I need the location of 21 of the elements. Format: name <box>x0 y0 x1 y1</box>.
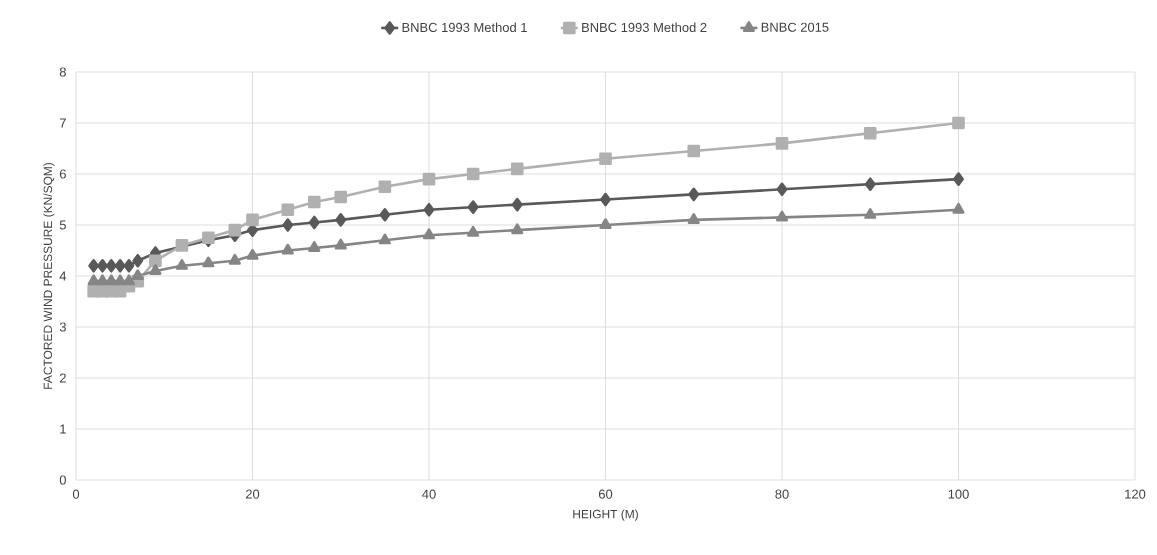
y-tick-label: 4 <box>59 271 67 281</box>
y-tick-label: 6 <box>59 169 66 179</box>
legend-label: BNBC 1993 Method 1 <box>402 22 527 33</box>
x-tick-label: 40 <box>422 489 436 499</box>
x-tick-label: 100 <box>948 489 969 499</box>
legend-label: BNBC 1993 Method 2 <box>582 22 707 33</box>
y-tick-label: 1 <box>60 424 66 434</box>
y-tick-label: 7 <box>59 118 66 128</box>
x-tick-label: 80 <box>775 489 789 499</box>
x-tick-label: 20 <box>245 489 260 499</box>
x-tick-label: 0 <box>72 489 80 499</box>
x-axis-title: HEIGHT (M) <box>573 509 638 521</box>
x-tick-label: 60 <box>598 489 613 499</box>
y-tick-label: 2 <box>59 373 66 383</box>
x-tick-label: 120 <box>1125 489 1146 499</box>
y-tick-label: 0 <box>59 475 66 485</box>
y-tick-label: 5 <box>59 220 66 230</box>
y-tick-label: 3 <box>59 322 66 332</box>
y-tick-label: 8 <box>59 67 66 77</box>
y-axis-title: FACTORED WIND PRESSURE (KN/SQM) <box>43 162 55 389</box>
legend-label: BNBC 2015 <box>761 22 829 32</box>
